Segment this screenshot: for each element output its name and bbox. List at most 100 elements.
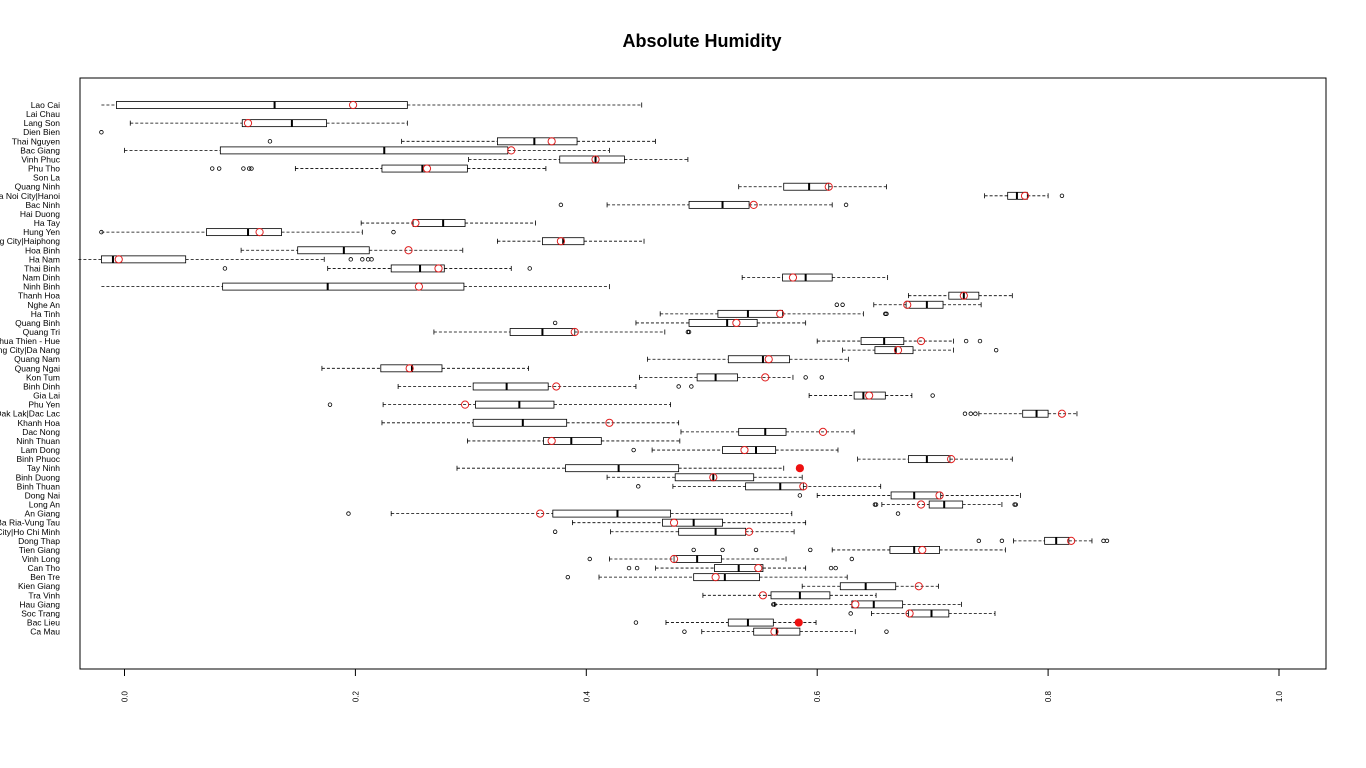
series-soc-trang xyxy=(848,609,996,618)
outlier-point xyxy=(828,565,834,571)
y-tick-label: Tay Ninh xyxy=(27,463,60,473)
y-tick-label: Ha Tinh xyxy=(31,309,61,319)
series-gia-lai xyxy=(808,391,935,400)
series-ha-tinh xyxy=(659,309,889,318)
chart-title: Absolute Humidity xyxy=(622,31,781,51)
y-tick-label: Gia Lai xyxy=(33,391,60,401)
box xyxy=(853,391,886,400)
outlier-point xyxy=(895,511,901,516)
mean-marker xyxy=(788,273,798,282)
box xyxy=(851,600,904,609)
mean-marker xyxy=(770,627,779,636)
y-tick-label: Son La xyxy=(33,173,60,183)
box xyxy=(674,473,755,482)
outlier-point xyxy=(246,166,252,171)
outlier-point xyxy=(884,629,889,634)
outlier-point xyxy=(210,166,215,171)
y-tick-label: Dien Bien xyxy=(23,127,60,137)
box xyxy=(390,264,445,273)
series-dong-nai xyxy=(797,491,1021,500)
series-hau-giang xyxy=(771,600,962,609)
mean-marker xyxy=(547,137,556,146)
y-tick-label: Ninh Thuan xyxy=(16,436,60,446)
outlier-point xyxy=(99,130,104,135)
outlier-point xyxy=(1101,538,1106,544)
y-tick-label: Can Tho xyxy=(28,563,61,573)
outlier-point xyxy=(391,229,396,235)
x-tick-label: 1.0 xyxy=(1275,690,1284,702)
outlier-point xyxy=(558,202,564,208)
outlier-point xyxy=(977,338,983,344)
box xyxy=(101,255,187,264)
mean-marker xyxy=(903,300,912,309)
mean-marker xyxy=(947,455,956,464)
y-tick-label: Dong Thap xyxy=(18,536,60,546)
outlier-point xyxy=(834,302,840,307)
box xyxy=(696,373,738,382)
mean-marker xyxy=(764,355,773,364)
box xyxy=(908,455,951,464)
mean-marker xyxy=(914,582,923,591)
y-tick-label: Dong Nai xyxy=(25,490,61,500)
y-tick-label: Quang Binh xyxy=(15,318,60,328)
box xyxy=(543,437,602,445)
box xyxy=(717,309,783,318)
series-ca-mau xyxy=(682,627,889,636)
mean-marker xyxy=(1067,536,1076,545)
y-tick-label: Binh Duong xyxy=(16,472,61,482)
y-tick-label: Tien Giang xyxy=(19,545,61,555)
series-phu-yen xyxy=(327,400,671,409)
mean-marker xyxy=(552,382,561,391)
mean-marker xyxy=(917,336,926,346)
y-tick-label: Binh Thuan xyxy=(17,481,61,491)
y-tick-label: Binh Dinh xyxy=(23,381,60,391)
series-quang-binh xyxy=(552,318,807,328)
box xyxy=(688,200,750,209)
mean-marker xyxy=(740,445,749,455)
outlier-point xyxy=(99,229,104,235)
outlier-point xyxy=(631,447,636,453)
mean-marker xyxy=(669,518,679,527)
box xyxy=(475,400,555,409)
y-tick-label: Nghe An xyxy=(27,300,60,310)
box xyxy=(908,609,950,618)
outlier-point xyxy=(803,375,808,380)
series-an-giang xyxy=(346,509,901,518)
box xyxy=(890,491,942,500)
series-da-nang-city-da-nang xyxy=(842,346,999,355)
series-dak-lak-dac-lac xyxy=(962,409,1078,418)
outlier-point xyxy=(993,347,999,353)
outlier-point xyxy=(1059,193,1065,198)
series-bac-ninh xyxy=(558,200,849,209)
mean-marker xyxy=(799,482,808,491)
outlier-point xyxy=(346,511,351,516)
outlier-point xyxy=(840,302,845,307)
mean-marker xyxy=(776,309,785,318)
y-tick-label: Kien Giang xyxy=(18,581,60,591)
y-tick-label: Lai Chau xyxy=(26,109,60,119)
y-tick-label: Quang Tri xyxy=(23,327,60,337)
series-thanh-hoa xyxy=(908,291,1013,300)
outlier-point xyxy=(216,166,222,171)
series-quang-ngai xyxy=(321,364,529,373)
mean-marker xyxy=(536,509,545,518)
series-binh-phuoc xyxy=(857,455,1013,464)
y-tick-label: Kon Tum xyxy=(26,372,60,382)
outlier-point xyxy=(360,257,365,262)
y-tick-label: Ha Tay xyxy=(34,218,61,228)
outlier-point xyxy=(930,393,935,398)
y-tick-label: Bac Lieu xyxy=(27,618,60,628)
box xyxy=(727,355,790,364)
series-bac-giang xyxy=(124,146,610,155)
y-tick-label: Thai Binh xyxy=(24,263,60,273)
mean-marker xyxy=(547,436,556,446)
series-thai-binh xyxy=(222,264,532,273)
y-tick-label: Dac Nong xyxy=(22,427,60,437)
series-nghe-an xyxy=(834,300,982,309)
box xyxy=(1022,409,1049,418)
mean-marker xyxy=(824,182,833,191)
box xyxy=(219,146,509,155)
outlier-point xyxy=(552,529,558,534)
